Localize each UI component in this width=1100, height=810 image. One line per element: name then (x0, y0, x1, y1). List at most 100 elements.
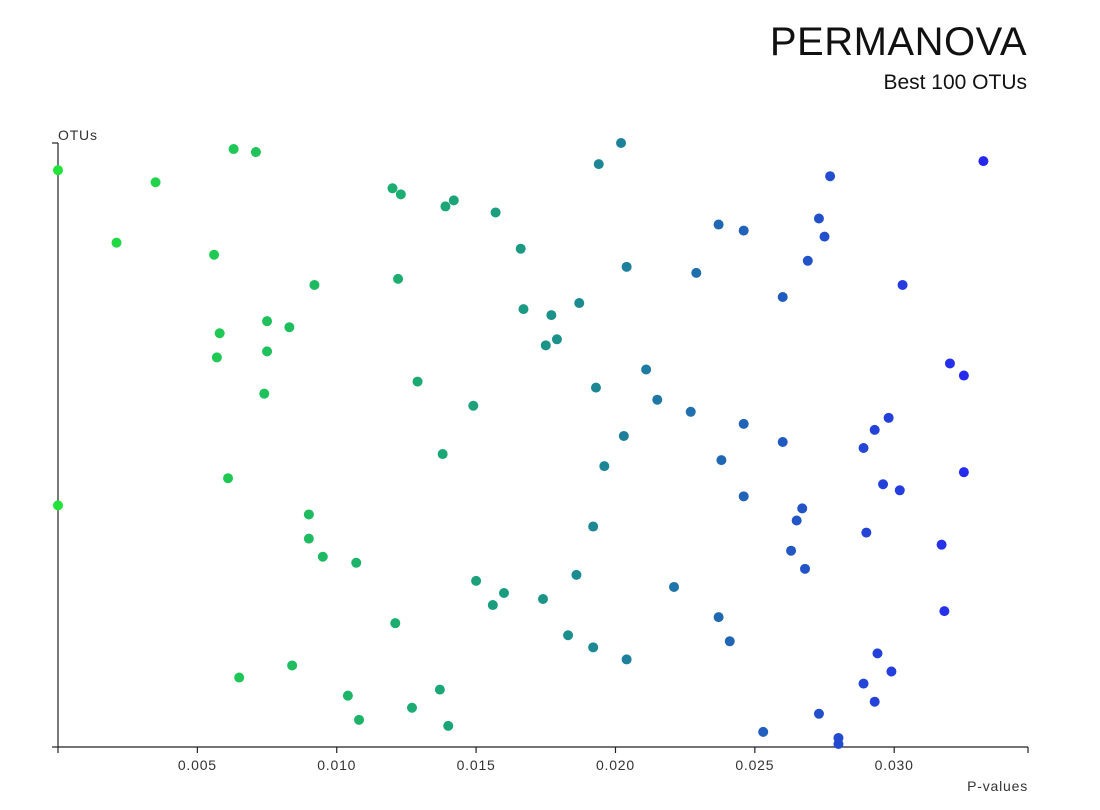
data-point[interactable] (685, 406, 696, 417)
data-point[interactable] (317, 551, 328, 562)
data-point[interactable] (303, 533, 314, 544)
data-point[interactable] (738, 418, 749, 429)
data-point[interactable] (599, 461, 610, 472)
data-point[interactable] (53, 500, 63, 511)
data-point[interactable] (621, 654, 632, 665)
data-point[interactable] (833, 738, 844, 749)
data-point[interactable] (800, 563, 811, 574)
data-point[interactable] (228, 144, 239, 155)
data-point[interactable] (861, 527, 872, 538)
data-point[interactable] (802, 255, 813, 266)
data-point[interactable] (150, 177, 161, 188)
data-point[interactable] (590, 382, 601, 393)
data-point[interactable] (978, 156, 989, 167)
data-point[interactable] (515, 243, 526, 254)
data-point[interactable] (588, 521, 599, 532)
data-point[interactable] (111, 237, 122, 248)
data-point[interactable] (487, 600, 498, 611)
data-point[interactable] (618, 430, 629, 441)
data-point[interactable] (777, 292, 788, 303)
data-point[interactable] (819, 231, 830, 242)
data-point[interactable] (443, 720, 454, 731)
data-point[interactable] (440, 201, 451, 212)
data-point[interactable] (571, 569, 582, 580)
data-point[interactable] (872, 648, 883, 659)
data-point[interactable] (395, 189, 406, 200)
data-point[interactable] (563, 630, 574, 641)
data-point[interactable] (791, 515, 802, 526)
data-point[interactable] (944, 358, 955, 369)
data-point[interactable] (883, 412, 894, 423)
data-point[interactable] (894, 485, 905, 496)
data-point[interactable] (406, 702, 417, 713)
data-point[interactable] (738, 491, 749, 502)
data-point[interactable] (958, 370, 969, 381)
data-point[interactable] (897, 279, 908, 290)
data-point[interactable] (471, 575, 482, 586)
data-point[interactable] (390, 618, 401, 629)
data-point[interactable] (546, 310, 557, 321)
data-point[interactable] (468, 400, 479, 411)
data-point[interactable] (223, 473, 234, 484)
data-point[interactable] (777, 436, 788, 447)
data-point[interactable] (641, 364, 652, 375)
data-point[interactable] (287, 660, 298, 671)
data-point[interactable] (437, 449, 448, 460)
data-point[interactable] (53, 165, 63, 176)
data-point[interactable] (209, 249, 220, 260)
data-point[interactable] (691, 267, 702, 278)
data-point[interactable] (412, 376, 423, 387)
data-point[interactable] (869, 424, 880, 435)
data-point[interactable] (214, 328, 225, 339)
data-point[interactable] (958, 467, 969, 478)
data-point[interactable] (448, 195, 459, 206)
data-point[interactable] (387, 183, 398, 194)
data-point[interactable] (498, 587, 509, 598)
data-point[interactable] (825, 171, 836, 182)
data-point[interactable] (758, 726, 769, 737)
data-point[interactable] (354, 714, 365, 725)
data-point[interactable] (878, 479, 889, 490)
data-point[interactable] (669, 581, 680, 592)
data-point[interactable] (250, 147, 261, 158)
data-point[interactable] (284, 322, 295, 333)
data-point[interactable] (351, 557, 362, 568)
data-point[interactable] (262, 316, 273, 327)
data-point[interactable] (869, 696, 880, 707)
data-point[interactable] (593, 159, 604, 170)
data-point[interactable] (303, 509, 314, 520)
data-point[interactable] (616, 138, 627, 148)
data-point[interactable] (858, 678, 869, 689)
data-point[interactable] (858, 443, 869, 454)
data-point[interactable] (652, 394, 663, 405)
data-point[interactable] (588, 642, 599, 653)
data-point[interactable] (309, 279, 320, 290)
data-point[interactable] (234, 672, 245, 683)
data-point[interactable] (434, 684, 445, 695)
data-point[interactable] (939, 606, 950, 617)
data-point[interactable] (540, 340, 551, 351)
data-point[interactable] (574, 298, 585, 309)
x-axis-label: P-values (967, 778, 1028, 794)
data-point[interactable] (713, 612, 724, 623)
data-point[interactable] (490, 207, 501, 218)
data-point[interactable] (211, 352, 222, 363)
data-point[interactable] (393, 273, 404, 284)
data-point[interactable] (786, 545, 797, 556)
data-point[interactable] (538, 594, 548, 605)
data-point[interactable] (738, 225, 749, 236)
data-point[interactable] (551, 334, 562, 345)
data-point[interactable] (259, 388, 270, 399)
data-point[interactable] (886, 666, 897, 677)
data-point[interactable] (621, 261, 632, 272)
data-point[interactable] (342, 690, 353, 701)
data-point[interactable] (813, 708, 824, 719)
data-point[interactable] (518, 304, 529, 315)
data-point[interactable] (716, 455, 727, 466)
data-point[interactable] (813, 213, 824, 224)
data-point[interactable] (936, 539, 947, 550)
data-point[interactable] (797, 503, 808, 514)
data-point[interactable] (262, 346, 273, 357)
data-point[interactable] (724, 636, 735, 647)
data-point[interactable] (713, 219, 724, 230)
